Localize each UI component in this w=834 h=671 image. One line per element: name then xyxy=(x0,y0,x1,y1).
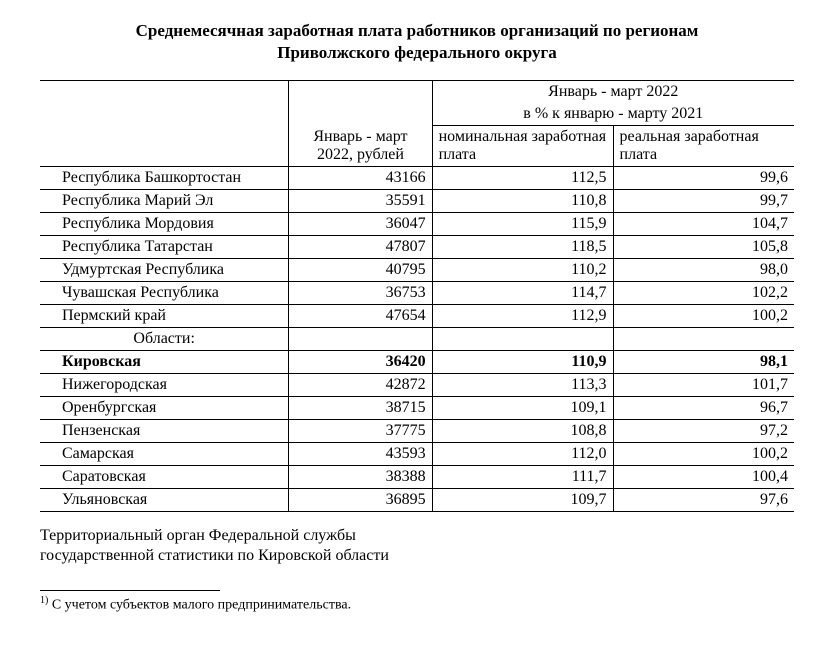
cell-region: Ульяновская xyxy=(40,489,289,512)
cell-nominal: 112,0 xyxy=(432,443,613,466)
source-line-1: Территориальный орган Федеральной службы xyxy=(40,527,356,544)
table-row: Пермский край47654112,9100,2 xyxy=(40,305,794,328)
cell-nominal: 112,9 xyxy=(432,305,613,328)
cell-real: 97,2 xyxy=(613,420,794,443)
table-row: Самарская43593112,0100,2 xyxy=(40,443,794,466)
cell-real: 99,6 xyxy=(613,167,794,190)
cell-nominal: 108,8 xyxy=(432,420,613,443)
header-nominal: номинальная заработная плата xyxy=(432,126,613,167)
cell-region: Саратовская xyxy=(40,466,289,489)
cell-region: Самарская xyxy=(40,443,289,466)
cell-salary: 42872 xyxy=(289,374,432,397)
cell-salary: 47654 xyxy=(289,305,432,328)
cell-salary: 37775 xyxy=(289,420,432,443)
table-row: Республика Башкортостан43166112,599,6 xyxy=(40,167,794,190)
header-col2-top: Январь - март 2022 xyxy=(432,81,794,104)
table-row: Республика Мордовия36047115,9104,7 xyxy=(40,213,794,236)
cell-real: 101,7 xyxy=(613,374,794,397)
cell-real: 100,2 xyxy=(613,305,794,328)
footnote: 1) С учетом субъектов малого предпринима… xyxy=(40,595,794,614)
cell-nominal: 115,9 xyxy=(432,213,613,236)
page-title: Среднемесячная заработная плата работник… xyxy=(40,20,794,64)
title-line-1: Среднемесячная заработная плата работник… xyxy=(136,21,699,40)
table-row: Чувашская Республика36753114,7102,2 xyxy=(40,282,794,305)
cell-region: Республика Мордовия xyxy=(40,213,289,236)
cell-nominal: 109,1 xyxy=(432,397,613,420)
cell-salary: 43593 xyxy=(289,443,432,466)
footnote-text: С учетом субъектов малого предпринимател… xyxy=(48,598,351,613)
cell-real: 105,8 xyxy=(613,236,794,259)
table-row: Удмуртская Республика40795110,298,0 xyxy=(40,259,794,282)
cell-salary: 38388 xyxy=(289,466,432,489)
cell-salary: 38715 xyxy=(289,397,432,420)
cell-salary: 36895 xyxy=(289,489,432,512)
salary-table: Январь - март 2022, рублей Январь - март… xyxy=(40,80,794,512)
cell-real: 100,2 xyxy=(613,443,794,466)
cell-region: Кировская xyxy=(40,351,289,374)
source-line-2: государственной статистики по Кировской … xyxy=(40,547,389,564)
cell-region: Республика Башкортостан xyxy=(40,167,289,190)
cell-real: 96,7 xyxy=(613,397,794,420)
cell-salary: 43166 xyxy=(289,167,432,190)
table-row: Саратовская38388111,7100,4 xyxy=(40,466,794,489)
cell-real: 98,0 xyxy=(613,259,794,282)
table-row: Кировская36420110,998,1 xyxy=(40,351,794,374)
cell-nominal: 112,5 xyxy=(432,167,613,190)
cell-nominal: 118,5 xyxy=(432,236,613,259)
cell-nominal: 111,7 xyxy=(432,466,613,489)
table-row: Республика Марий Эл35591110,899,7 xyxy=(40,190,794,213)
cell-nominal: 110,8 xyxy=(432,190,613,213)
footnote-rule xyxy=(40,590,220,591)
cell-oblast-label: Области: xyxy=(40,328,289,351)
cell-region: Республика Татарстан xyxy=(40,236,289,259)
cell-real: 99,7 xyxy=(613,190,794,213)
cell-nominal: 114,7 xyxy=(432,282,613,305)
cell-real: 98,1 xyxy=(613,351,794,374)
cell-salary: 36420 xyxy=(289,351,432,374)
cell-region: Чувашская Республика xyxy=(40,282,289,305)
cell-region: Республика Марий Эл xyxy=(40,190,289,213)
cell-region: Удмуртская Республика xyxy=(40,259,289,282)
header-real: реальная заработная плата xyxy=(613,126,794,167)
cell-nominal: 110,9 xyxy=(432,351,613,374)
header-col1: Январь - март 2022, рублей xyxy=(289,81,432,167)
source-block: Территориальный орган Федеральной службы… xyxy=(40,526,794,566)
cell-region: Пензенская xyxy=(40,420,289,443)
cell-salary: 36047 xyxy=(289,213,432,236)
cell-real: 100,4 xyxy=(613,466,794,489)
cell-nominal: 113,3 xyxy=(432,374,613,397)
table-row: Ульяновская36895109,797,6 xyxy=(40,489,794,512)
cell-salary: 35591 xyxy=(289,190,432,213)
cell-region: Нижегородская xyxy=(40,374,289,397)
table-row: Нижегородская42872113,3101,7 xyxy=(40,374,794,397)
cell-salary: 36753 xyxy=(289,282,432,305)
cell-region: Пермский край xyxy=(40,305,289,328)
cell-salary: 47807 xyxy=(289,236,432,259)
cell-real: 102,2 xyxy=(613,282,794,305)
table-row: Пензенская37775108,897,2 xyxy=(40,420,794,443)
header-col2-bottom: в % к январю - марту 2021 xyxy=(432,103,794,126)
cell-real: 97,6 xyxy=(613,489,794,512)
title-line-2: Приволжского федерального округа xyxy=(277,43,556,62)
cell-salary: 40795 xyxy=(289,259,432,282)
table-row: Республика Татарстан47807118,5105,8 xyxy=(40,236,794,259)
cell-nominal: 110,2 xyxy=(432,259,613,282)
table-row-oblast-label: Области: xyxy=(40,328,794,351)
cell-real: 104,7 xyxy=(613,213,794,236)
cell-nominal: 109,7 xyxy=(432,489,613,512)
table-row: Оренбургская38715109,196,7 xyxy=(40,397,794,420)
cell-region: Оренбургская xyxy=(40,397,289,420)
